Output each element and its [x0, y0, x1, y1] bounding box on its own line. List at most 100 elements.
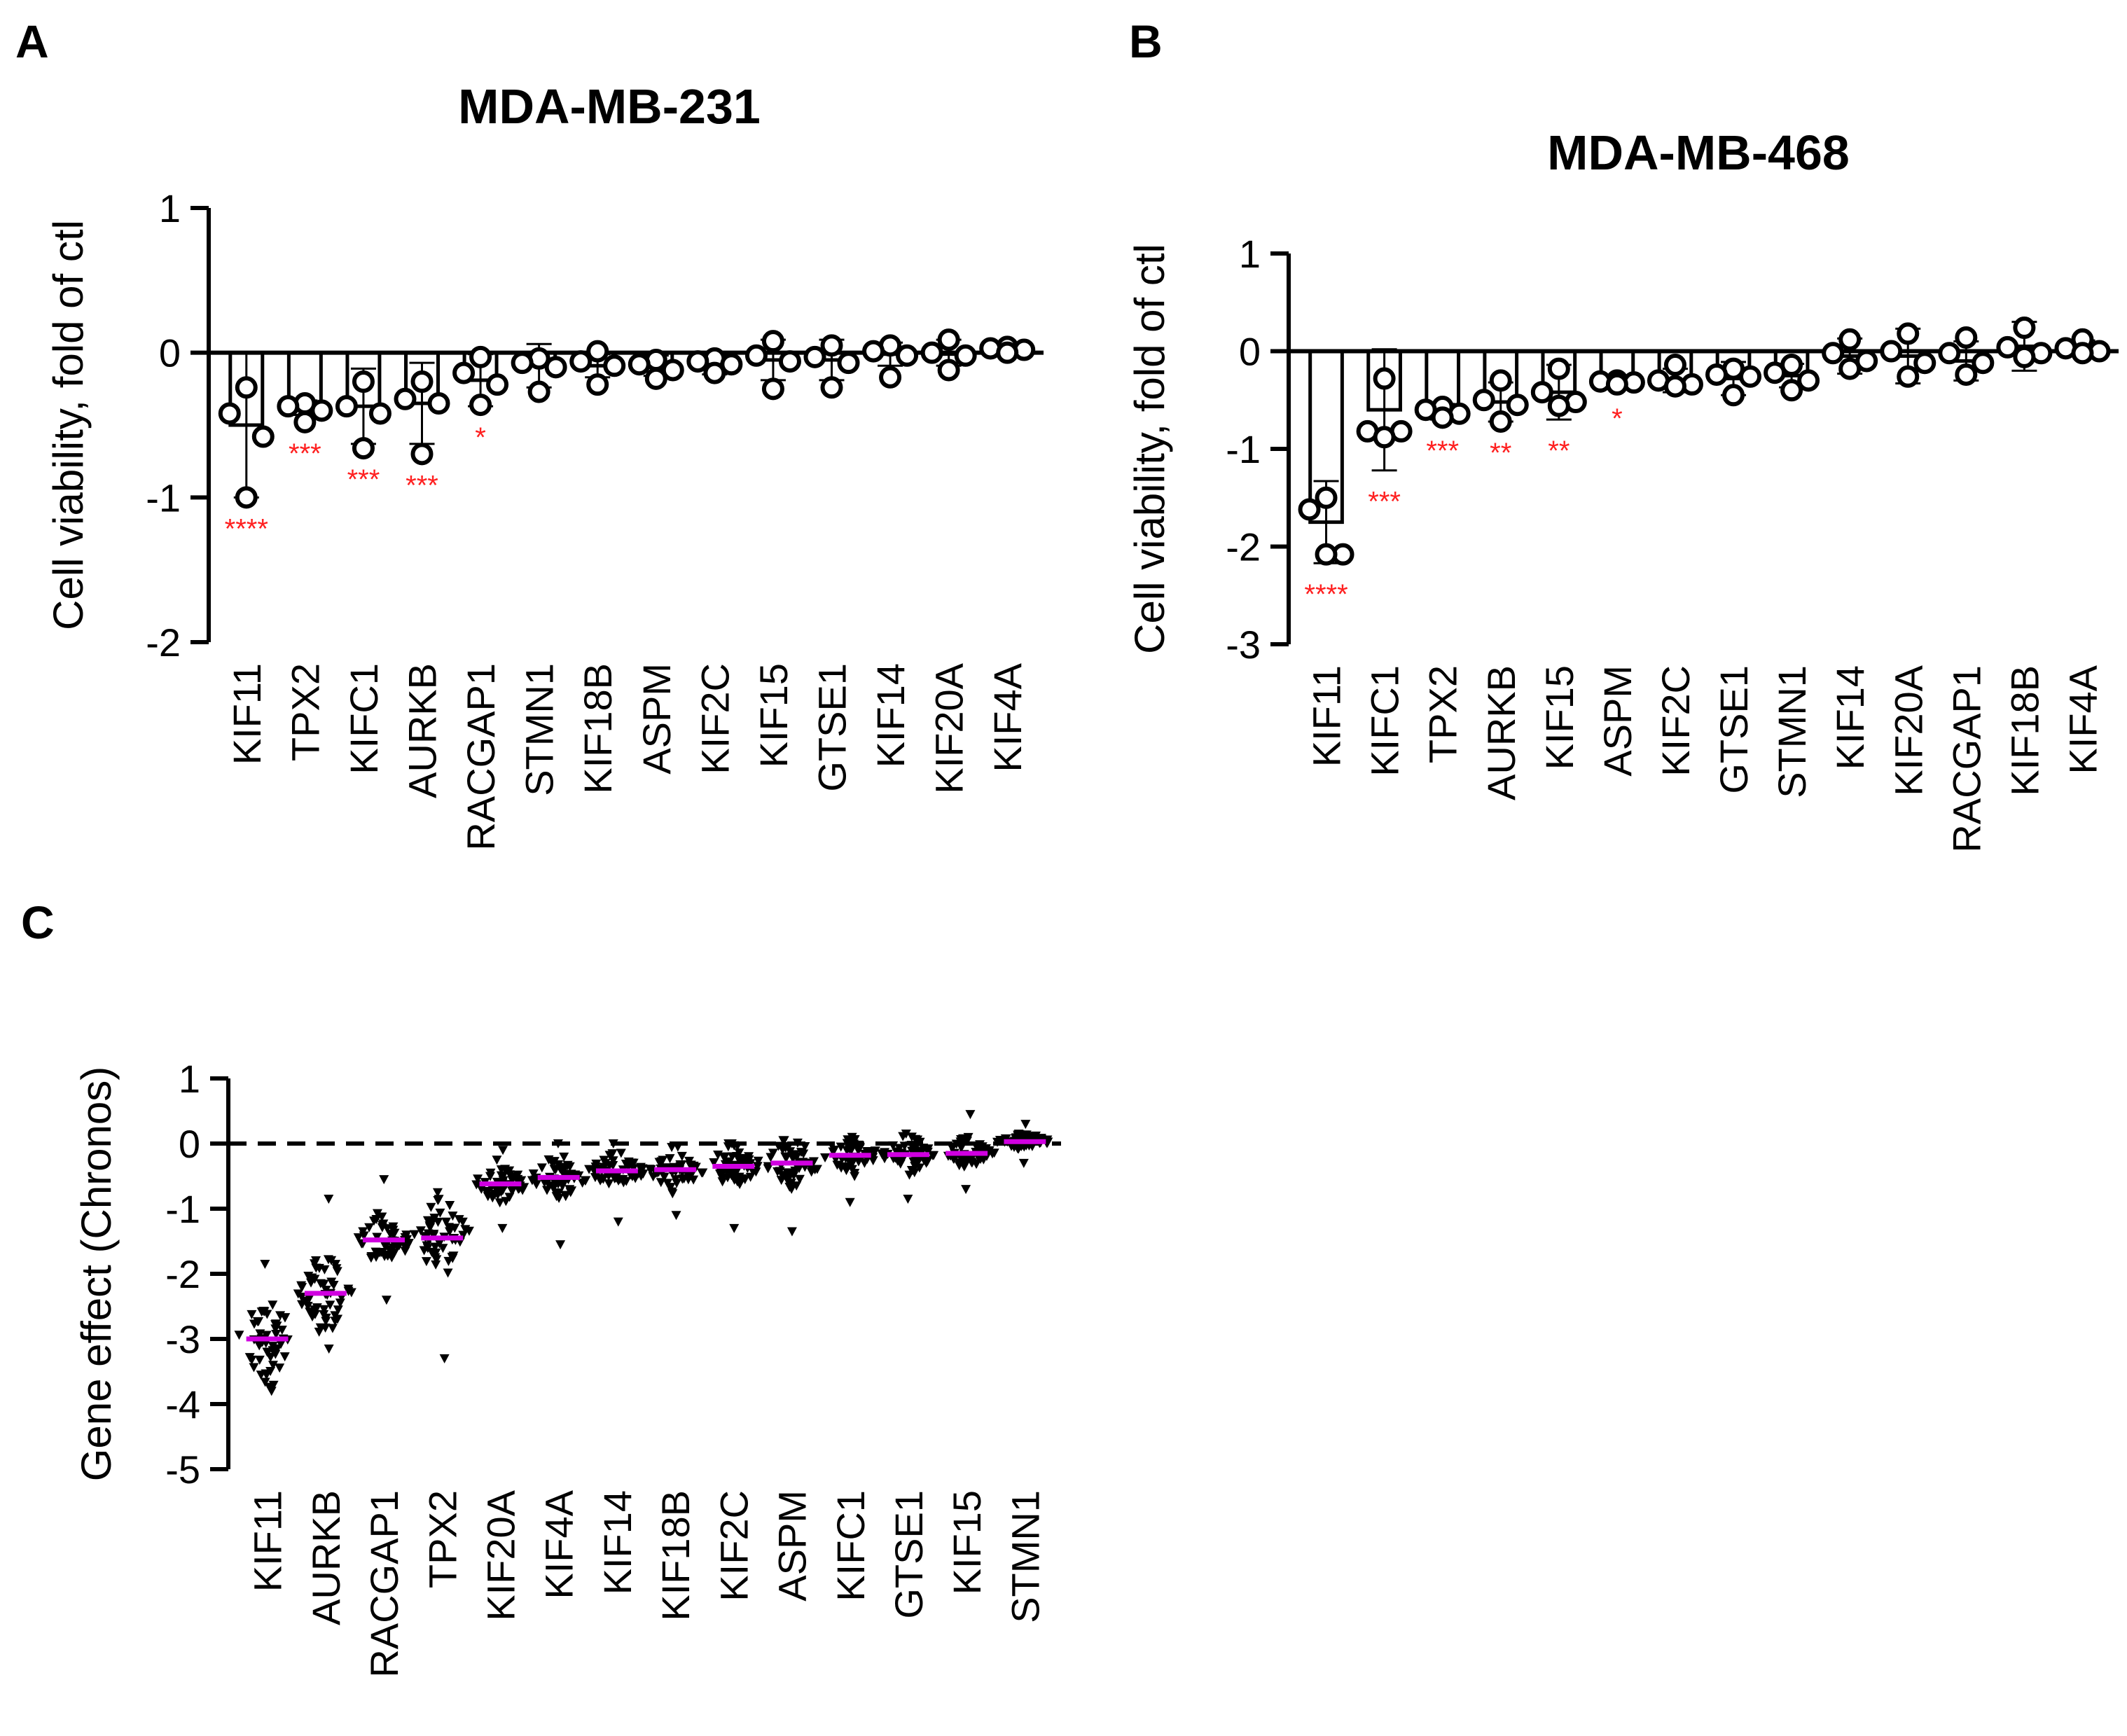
data-point: [850, 1169, 860, 1179]
data-point: [1996, 335, 2019, 359]
x-category-label: KIF11: [1305, 665, 1349, 767]
panel-b-chart: 1 0 -1 -2 -3 KIF11 KIFC1 TPX2 AURKB KIF15 ASPM KIF2…: [1126, 125, 2119, 853]
significance-label: ****: [1304, 579, 1347, 610]
data-point: [331, 1260, 341, 1270]
data-point: [335, 395, 358, 418]
data-point: [665, 1183, 676, 1193]
significance-label: ***: [1426, 436, 1459, 466]
data-point: [862, 340, 885, 363]
data-point: [894, 1144, 905, 1153]
data-point: [333, 1314, 343, 1324]
data-point: [584, 1165, 595, 1174]
data-point: [665, 1154, 675, 1164]
data-point: [494, 1198, 505, 1208]
x-category-label: KIF20A: [1886, 665, 1930, 796]
data-point: [555, 1240, 566, 1250]
data-point: [254, 1355, 265, 1365]
data-point: [379, 1175, 389, 1185]
data-point: [1373, 367, 1396, 390]
data-point: [1373, 426, 1396, 449]
x-category-label: TPX2: [283, 663, 327, 761]
data-point: [723, 1142, 733, 1152]
panel-letter-c: C: [21, 896, 55, 948]
y-tick-label: -5: [165, 1447, 200, 1492]
y-tick-label: -2: [146, 620, 181, 665]
x-category-label: KIF14: [595, 1490, 639, 1595]
data-point: [531, 1180, 541, 1190]
data-point: [268, 1361, 278, 1370]
data-point: [800, 1142, 810, 1152]
data-point: [261, 1370, 272, 1380]
data-point: [378, 1219, 389, 1229]
data-point: [400, 1247, 410, 1256]
data-point: [776, 1176, 787, 1186]
data-point: [277, 1325, 287, 1335]
data-point: [791, 1181, 802, 1191]
data-point: [1838, 357, 1862, 380]
data-point: [260, 1260, 270, 1270]
x-category-label: KIF15: [1537, 665, 1581, 770]
data-point: [784, 1174, 794, 1183]
data-point: [326, 1277, 337, 1287]
data-point: [792, 1138, 803, 1148]
x-category-label: KIF4A: [2060, 665, 2105, 774]
data-point: [254, 1341, 265, 1351]
data-point: [836, 1142, 846, 1152]
data-point: [564, 1185, 575, 1195]
data-point: [961, 1185, 971, 1195]
data-point: [559, 1152, 569, 1162]
data-point: [263, 1347, 273, 1357]
data-point: [272, 1344, 282, 1354]
data-point: [359, 1231, 369, 1241]
data-point: [377, 1212, 387, 1222]
data-point: [595, 1176, 606, 1186]
data-point: [787, 1227, 797, 1237]
data-point: [937, 328, 960, 352]
x-category-label: KIF14: [868, 663, 913, 768]
data-point: [492, 1186, 502, 1196]
data-point: [837, 352, 860, 375]
data-point: [358, 1227, 368, 1237]
data-point: [753, 1156, 763, 1166]
x-category-label: RACGAP1: [459, 663, 503, 851]
data-point: [747, 1167, 758, 1176]
x-category-label: KIF2C: [693, 663, 737, 775]
y-tick-label: -3: [165, 1317, 200, 1361]
data-point: [686, 350, 709, 373]
data-point: [306, 1278, 317, 1288]
data-point: [1822, 342, 1845, 365]
data-point: [677, 1160, 687, 1170]
data-point: [586, 373, 609, 396]
significance-label: ***: [347, 464, 380, 495]
data-point: [1838, 328, 1862, 351]
data-point: [618, 1178, 629, 1188]
data-point: [1011, 1133, 1021, 1143]
data-point: [527, 1176, 537, 1186]
data-point: [310, 1259, 320, 1269]
data-point: [327, 1324, 338, 1333]
data-point: [469, 394, 492, 417]
data-point: [264, 1382, 275, 1392]
significance-label: *: [1612, 403, 1623, 434]
data-point: [443, 1268, 453, 1278]
data-point: [431, 1248, 441, 1258]
data-point: [828, 1147, 838, 1157]
y-tick-label: -1: [165, 1187, 200, 1231]
data-point: [314, 1263, 324, 1273]
data-point: [812, 1165, 822, 1174]
data-point: [719, 1152, 729, 1162]
y-tick-label: -2: [1226, 525, 1261, 569]
data-point: [1938, 342, 1961, 365]
data-point: [553, 1139, 563, 1148]
data-point: [913, 1158, 923, 1167]
data-point: [1972, 352, 1995, 375]
y-tick-label: 0: [179, 1122, 200, 1166]
data-point: [677, 1174, 688, 1184]
data-point: [394, 1241, 405, 1251]
x-category-label: KIF4A: [985, 662, 1030, 772]
y-tick-label: 1: [1239, 232, 1261, 276]
data-point: [600, 1159, 611, 1169]
data-point: [454, 1215, 464, 1225]
data-point: [820, 376, 843, 399]
data-point: [806, 1167, 817, 1177]
